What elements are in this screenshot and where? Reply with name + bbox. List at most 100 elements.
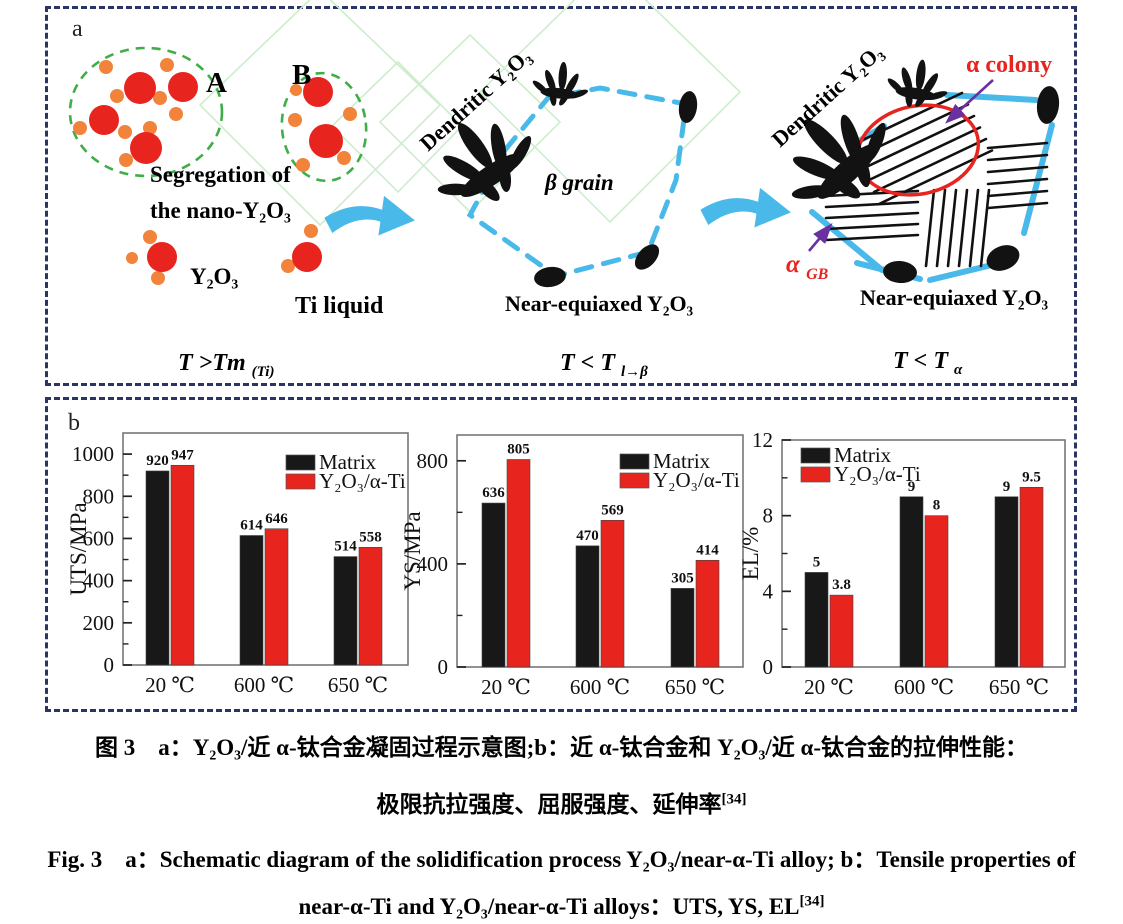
- y-tick-label: 8: [763, 504, 774, 528]
- bar-value-label: 805: [507, 441, 530, 457]
- free-molecule-1: [126, 230, 177, 285]
- y-tick-label: 4: [763, 579, 774, 603]
- bar-value-label: 558: [359, 529, 382, 545]
- y-tick-label: 600: [83, 526, 115, 550]
- bar-composite: [829, 594, 854, 668]
- cluster-a: [68, 46, 224, 178]
- cluster-a-label: A: [206, 67, 227, 99]
- y2o3-label: Y₂O₃: [190, 264, 238, 289]
- alpha-gb-label: α GB: [786, 251, 829, 283]
- lamellae-line: [986, 141, 1049, 150]
- plot-border: [456, 434, 744, 668]
- lamellae-line: [924, 188, 936, 268]
- bar-matrix: [575, 545, 600, 668]
- y-tick-label: 12: [752, 428, 773, 452]
- lamellae-line: [866, 126, 982, 182]
- bar-value-label: 9.5: [1022, 469, 1041, 485]
- legend-label: Y₂O₃/α-Ti: [653, 468, 740, 492]
- bar-value-label: 636: [482, 485, 505, 501]
- y-tick-label: 200: [83, 611, 115, 635]
- cluster-b-label: B: [292, 59, 311, 91]
- lamellae-line: [824, 189, 920, 198]
- legend-label: Y₂O₃/α-Ti: [834, 462, 921, 486]
- bar-value-label: 514: [334, 539, 357, 555]
- temp-sub: l→β: [621, 364, 648, 380]
- temp-main: T < T: [560, 350, 616, 376]
- bar-composite: [600, 520, 625, 668]
- lamellae-line: [986, 165, 1049, 174]
- y-tick-label: 400: [83, 569, 115, 593]
- bar-composite: [264, 528, 289, 666]
- bar-value-label: 9: [1003, 479, 1011, 495]
- alpha-gb-main: α: [786, 251, 801, 278]
- near-equiaxed-label-stage3: Near-equiaxed Y₂O₃: [860, 285, 1049, 310]
- bar-value-label: 646: [265, 511, 288, 527]
- bar-matrix: [333, 556, 358, 666]
- beta-grain-label: β grain: [544, 170, 614, 195]
- legend-swatch: [800, 447, 831, 464]
- panel-a-frame: [45, 6, 1077, 386]
- alpha-colony-arrow: [945, 79, 994, 124]
- stage3-temperature-label: T < T α: [893, 348, 963, 378]
- bar-chart-utsmpa: 0 200 400 600 800 1000 920 947 20 ℃ 614 646 600 ℃ 51…: [66, 432, 409, 697]
- bar-value-label: 9: [908, 479, 916, 495]
- stage-arrow-2: [700, 187, 791, 228]
- bar-value-label: 614: [240, 518, 263, 534]
- y-axis-title: YS/MPa: [400, 511, 425, 590]
- y-tick-label: 800: [83, 484, 115, 508]
- temp-main: T >Tm: [178, 350, 246, 376]
- bar-matrix: [239, 535, 264, 666]
- bar-composite: [358, 547, 383, 666]
- legend-swatch: [619, 472, 650, 489]
- legend-swatch: [285, 454, 316, 471]
- lamellae-line: [848, 91, 964, 148]
- caption-en-line2: near-α-Ti and Y₂O₃/near-α-Ti alloys：UTS,…: [0, 887, 1123, 921]
- bar-value-label: 920: [146, 453, 169, 469]
- bar-value-label: 947: [171, 447, 194, 463]
- panel-b-frame: [45, 397, 1077, 712]
- lamellae-line: [968, 188, 980, 268]
- bar-composite: [506, 459, 531, 668]
- dendrite-shapes: [437, 59, 948, 201]
- temp-sub: (Ti): [252, 364, 275, 380]
- stage-arrow-1: [324, 195, 415, 236]
- caption-zh-line2: 极限抗拉强度、屈服强度、延伸率[34]: [0, 785, 1123, 819]
- y-tick-label: 800: [417, 449, 449, 473]
- dendrite-shape: [887, 59, 948, 108]
- lamellae-line: [935, 188, 947, 268]
- ti-liquid-label: Ti liquid: [295, 293, 384, 319]
- y2o3-particles: [303, 77, 343, 158]
- legend-swatch: [619, 453, 650, 470]
- alpha-colony-label: α colony: [966, 52, 1052, 78]
- lamellae-line: [824, 222, 920, 231]
- alpha-gb-sub: GB: [806, 266, 829, 283]
- legend-swatch: [285, 473, 316, 490]
- lamellae-line: [986, 153, 1049, 162]
- bar-matrix: [481, 502, 506, 668]
- lamellae-line: [986, 189, 1049, 198]
- segregation-label-line2: the nano-Y₂O₃: [150, 198, 291, 223]
- annotation-arrows: [808, 79, 994, 252]
- dendrite-shape: [532, 61, 588, 106]
- lamellae-line: [986, 177, 1049, 186]
- legend-swatch: [800, 466, 831, 483]
- x-category-label: 650 ℃: [665, 675, 725, 699]
- caption-zh-citation: [34]: [721, 791, 747, 808]
- temp-main: T < T: [893, 348, 949, 374]
- bar-matrix: [899, 496, 924, 668]
- bar-value-label: 569: [601, 502, 624, 518]
- bar-value-label: 3.8: [832, 577, 851, 593]
- oxygen-particles: [73, 58, 183, 167]
- bar-matrix: [670, 588, 695, 668]
- caption-zh-line2-text: 极限抗拉强度、屈服强度、延伸率: [376, 792, 722, 817]
- bar-composite: [170, 464, 195, 666]
- legend-label: Matrix: [653, 449, 711, 473]
- stage2-temperature-label: T < T l→β: [560, 350, 648, 380]
- lamellae-line: [979, 188, 991, 268]
- bar-value-label: 5: [813, 554, 821, 570]
- x-category-label: 650 ℃: [328, 673, 388, 697]
